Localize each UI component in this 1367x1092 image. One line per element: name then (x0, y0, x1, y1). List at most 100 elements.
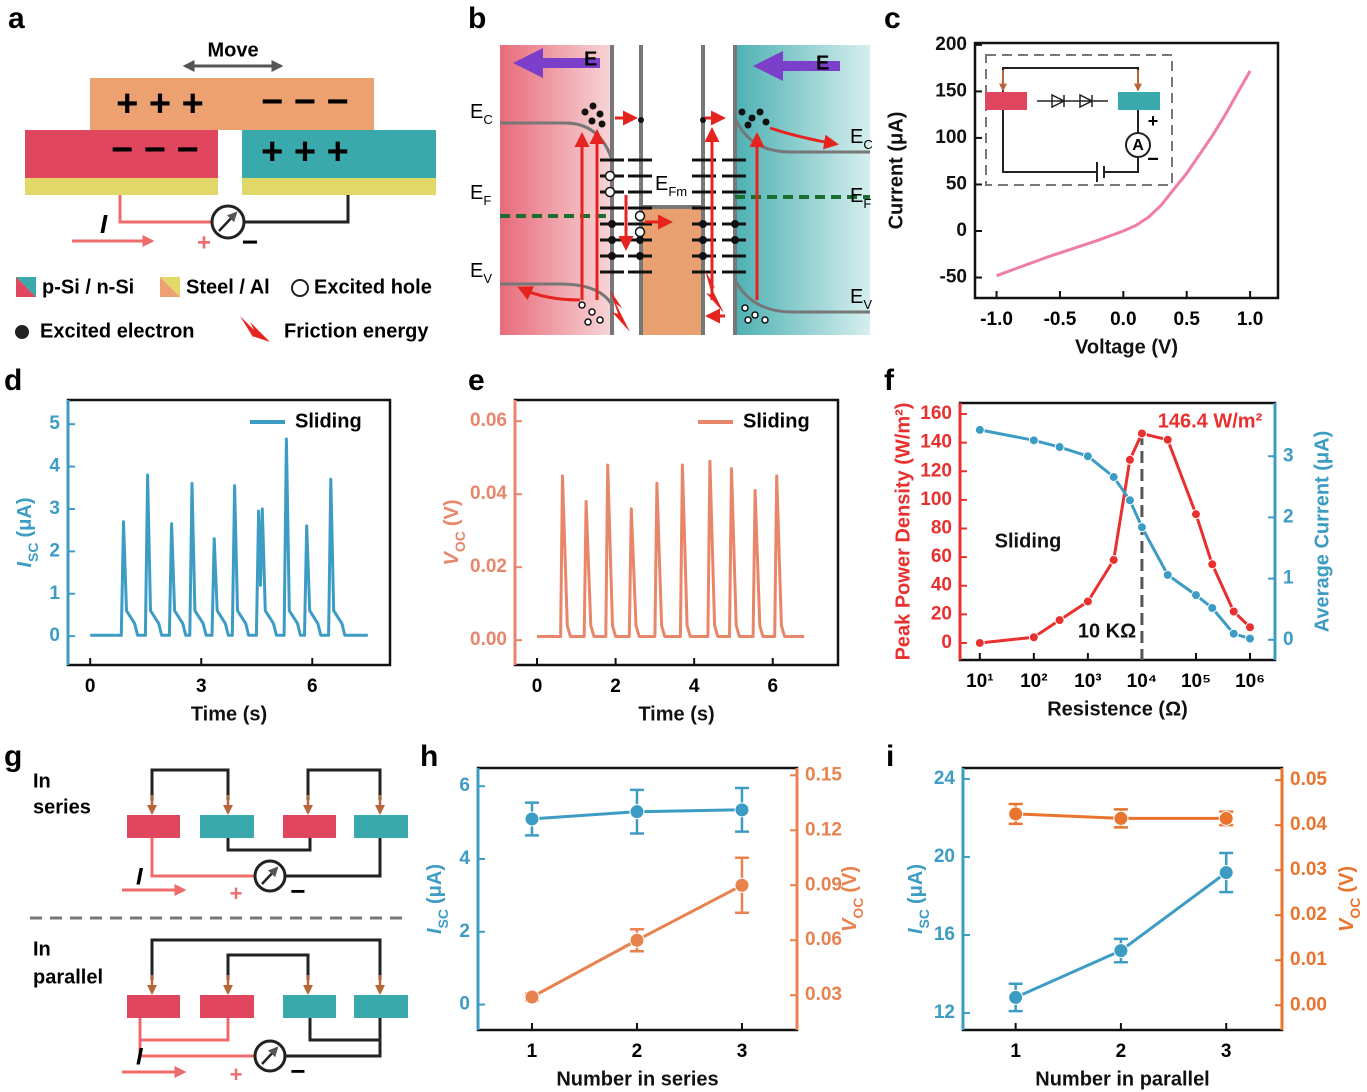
label-symbol: I (424, 928, 446, 934)
x-tick-label: 6 (767, 676, 778, 697)
data-point (1228, 606, 1239, 617)
axis-label: VOC (V) (1336, 866, 1362, 932)
x-tick-label: 10³ (1074, 671, 1101, 692)
plus-label: + (230, 1062, 243, 1087)
move-label: Move (207, 39, 258, 61)
x-tick-label: 10¹ (966, 671, 993, 692)
legend-label: Friction energy (284, 320, 429, 342)
al-layer (242, 178, 436, 195)
y-tick-label: 0.04 (1290, 814, 1327, 835)
y-tick-label: 0.03 (1290, 859, 1327, 880)
y-tick-label: 0 (49, 625, 60, 646)
blocks (127, 815, 408, 1018)
current-label: I (136, 863, 144, 890)
annotation: 146.4 W/m² (1158, 410, 1263, 432)
data-point (1054, 615, 1065, 626)
y-tick-label: 0.00 (1290, 994, 1327, 1015)
data-point (1113, 943, 1129, 959)
level-label: EV (850, 286, 872, 312)
y-tick-label: 3 (1283, 445, 1294, 466)
data-line (537, 459, 805, 638)
x-tick-label: 0.0 (1110, 309, 1136, 330)
data-point (629, 932, 645, 948)
axis-label: Voltage (V) (1075, 336, 1178, 358)
data-line (90, 437, 368, 637)
label-symbol: V (441, 551, 463, 566)
y-tick-label: 2 (1283, 506, 1294, 527)
x-tick-label: 3 (737, 1041, 748, 1062)
friction-icon (705, 270, 724, 313)
data-point (734, 802, 750, 818)
ammeter-needle (218, 211, 238, 232)
y-tick-label: 0.02 (470, 556, 507, 577)
level-subscript: C (863, 137, 872, 152)
current-label: I (136, 1043, 144, 1070)
config-label: parallel (33, 966, 103, 988)
data-point (1162, 569, 1173, 580)
data-point (1054, 442, 1065, 453)
level-label: EC (850, 126, 873, 152)
legend-swatch (291, 279, 309, 297)
y-tick-label: 2 (459, 921, 470, 942)
wires (138, 838, 255, 1058)
x-tick-label: 1.0 (1237, 309, 1263, 330)
legend-swatch (15, 325, 29, 339)
label-unit: (μA) (14, 497, 36, 537)
y-tick-label: 2 (49, 540, 60, 561)
ammeter-needle (261, 866, 279, 885)
y-tick-label: 160 (920, 403, 952, 424)
y-tick-label: 4 (459, 848, 470, 869)
data-point (629, 804, 645, 820)
axis-label: Peak Power Density (W/m²) (892, 403, 914, 661)
data-point (1113, 810, 1129, 826)
label-subscript: OC (452, 531, 468, 552)
x-tick-label: 4 (689, 676, 700, 697)
y-tick-label: 0 (459, 994, 470, 1015)
data-point (1245, 622, 1256, 633)
chart: 0 2 4 6 0.00 0.02 0.04 0.06 Sliding (470, 398, 840, 697)
diagram-b: E E (500, 45, 870, 335)
friction-icon (610, 290, 630, 332)
y-tick-label: 0.06 (470, 410, 507, 431)
minus-label: − (290, 1056, 305, 1086)
legend-label: Sliding (295, 410, 362, 432)
chart: -1.0 -0.5 0.0 0.5 1.0 -50 0 50 100 150 200 (935, 34, 1280, 330)
legend-label: Steel / Al (186, 276, 270, 298)
data-point (1228, 628, 1239, 639)
panel-label: h (420, 740, 438, 773)
x-tick-label: -0.5 (1044, 309, 1077, 330)
data-point (1190, 590, 1201, 601)
y-tick-label: 5 (49, 413, 60, 434)
y-tick-label: 1 (49, 583, 60, 604)
y-tick-label: 20 (934, 846, 955, 867)
data-point (1108, 554, 1119, 565)
panel-label: f (884, 364, 895, 397)
y-tick-label: 0.09 (805, 874, 842, 895)
y-tick-label: 0 (956, 220, 967, 241)
data-point (1082, 596, 1093, 607)
label-subscript: SC (916, 909, 932, 928)
electrons (581, 102, 770, 260)
charge-label: − − − (111, 129, 199, 171)
axis-label: Time (s) (191, 703, 267, 725)
data-point (524, 989, 540, 1005)
label-subscript: OC (850, 898, 866, 919)
data-point (1207, 559, 1218, 570)
level-subscript: F (483, 193, 491, 208)
level-subscript: Fm (668, 184, 687, 199)
label-unit: (μA) (424, 864, 446, 904)
level-subscript: V (483, 271, 492, 286)
field-label: E (584, 48, 597, 70)
y-tick-label: 100 (920, 489, 952, 510)
chart: 1 2 3 0 2 4 6 0.03 0.06 0.09 0.12 0.15 (459, 764, 842, 1062)
y-tick-label: 16 (934, 924, 955, 945)
level-subscript: C (483, 112, 492, 127)
ammeter-needle (261, 1046, 279, 1065)
charge-label: + + + (261, 131, 349, 173)
wire (118, 195, 212, 224)
data-point (1028, 435, 1039, 446)
label-subscript: OC (1347, 898, 1363, 919)
axis-label: Average Current (μA) (1311, 431, 1333, 633)
y-tick-label: 0.03 (805, 984, 842, 1005)
